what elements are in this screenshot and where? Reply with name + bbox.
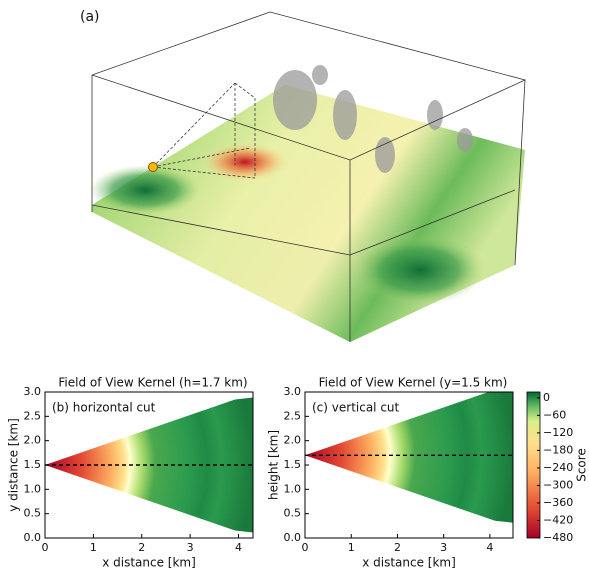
x-axis-label: x distance [km] xyxy=(102,556,196,570)
y-tick-label: 3.0 xyxy=(24,385,42,398)
annotation: (b) horizontal cut xyxy=(52,401,156,415)
y-tick-label: 2.5 xyxy=(284,409,302,422)
y-tick-label: 2.0 xyxy=(284,434,302,447)
kernel-wedge xyxy=(45,397,253,533)
kernel-wedge xyxy=(305,392,513,523)
panel-label: (a) xyxy=(80,9,100,25)
colorbar-label: Score xyxy=(575,448,589,482)
y-tick-label: 2.0 xyxy=(24,434,42,447)
y-tick-label: 1.5 xyxy=(284,458,302,471)
x-axis-label: x distance [km] xyxy=(362,556,456,570)
x-tick-label: 0 xyxy=(302,541,309,554)
x-tick-label: 3 xyxy=(440,541,447,554)
chart-title: Field of View Kernel (y=1.5 km) xyxy=(319,376,508,390)
x-tick-label: 2 xyxy=(138,541,145,554)
y-tick-label: 2.5 xyxy=(24,409,42,422)
colorbar-tick-label: −120 xyxy=(543,426,573,439)
colorbar-tick-label: −180 xyxy=(543,443,573,456)
y-axis-label: y distance [km] xyxy=(7,418,21,512)
colorbar-tick-label: −420 xyxy=(543,513,573,526)
y-tick-label: 0.5 xyxy=(284,507,302,520)
y-axis-label: height [km] xyxy=(267,430,281,500)
y-tick-label: 0.0 xyxy=(284,531,302,544)
y-tick-label: 1.5 xyxy=(24,458,42,471)
colorbar-tick-label: −300 xyxy=(543,478,573,491)
y-tick-label: 1.0 xyxy=(284,482,302,495)
x-tick-label: 0 xyxy=(42,541,49,554)
colorbar-tick-label: −360 xyxy=(543,496,573,509)
colorbar-tick-label: −240 xyxy=(543,461,573,474)
y-tick-label: 0.0 xyxy=(24,531,42,544)
3d-render xyxy=(90,11,527,342)
colorbar-tick-label: 0 xyxy=(543,391,550,404)
x-tick-label: 3 xyxy=(187,541,194,554)
colorbar xyxy=(526,391,541,539)
x-tick-label: 4 xyxy=(235,541,242,554)
y-tick-label: 3.0 xyxy=(284,385,302,398)
chart-title: Field of View Kernel (h=1.7 km) xyxy=(58,376,247,390)
colorbar-tick-label: −60 xyxy=(543,408,566,421)
x-tick-label: 1 xyxy=(90,541,97,554)
colorbar-tick-label: −480 xyxy=(543,531,573,544)
annotation: (c) vertical cut xyxy=(312,401,400,415)
y-tick-label: 1.0 xyxy=(24,482,42,495)
y-tick-label: 0.5 xyxy=(24,507,42,520)
x-tick-label: 2 xyxy=(394,541,401,554)
x-tick-label: 4 xyxy=(486,541,493,554)
x-tick-label: 1 xyxy=(348,541,355,554)
